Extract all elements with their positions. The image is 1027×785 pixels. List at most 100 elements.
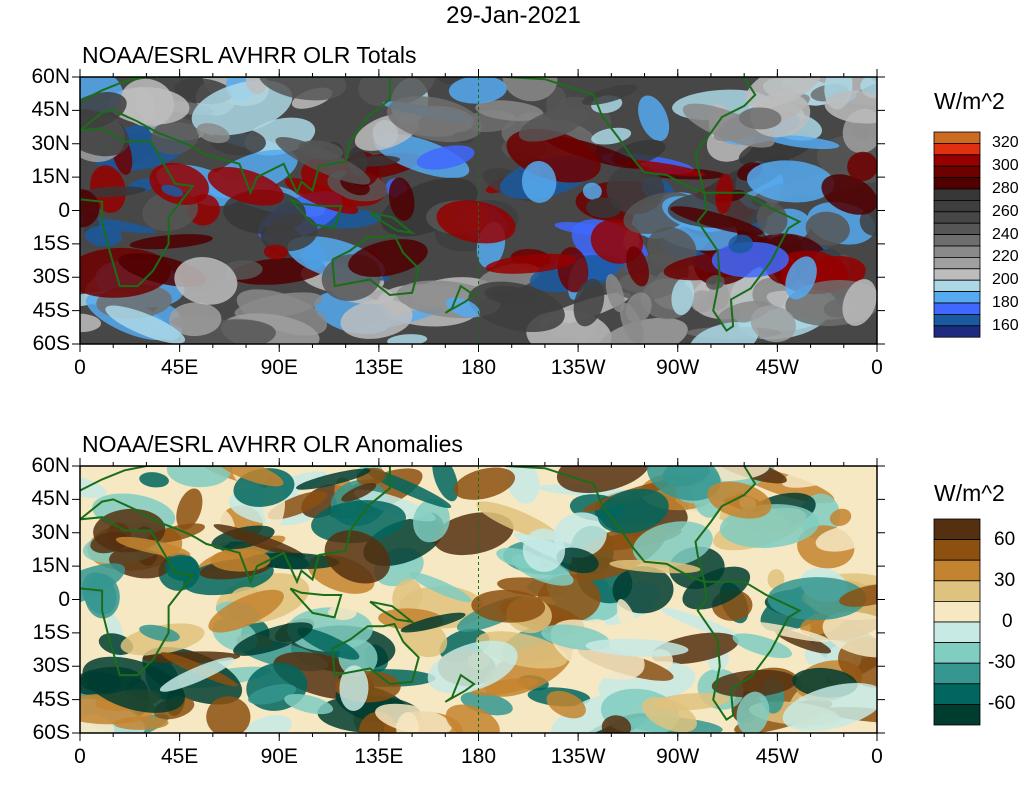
lon-label: 135W	[550, 745, 606, 768]
lon-label: 0	[74, 745, 86, 768]
colorbar-box	[933, 222, 981, 235]
lat-label: 45N	[31, 98, 70, 122]
coastline	[80, 466, 391, 585]
lat-label: 0	[58, 587, 70, 611]
colorbar-label: -30	[988, 652, 1016, 674]
lat-label: 45S	[32, 298, 70, 322]
coastline	[369, 600, 416, 624]
lat-label: 60S	[32, 721, 70, 744]
field-contours	[80, 77, 877, 344]
colorbar-box	[933, 188, 981, 201]
colorbar-box	[933, 245, 981, 258]
panel-title: NOAA/ESRL AVHRR OLR Anomalies	[82, 431, 463, 457]
colorbar-box	[933, 256, 981, 270]
lon-label: 135E	[354, 745, 404, 768]
coastline	[444, 673, 476, 703]
lon-label: 90E	[260, 356, 298, 379]
colorbar	[933, 131, 981, 338]
lat-label: 60N	[31, 454, 70, 477]
lat-label: 30S	[32, 654, 70, 678]
lon-label: 0	[74, 356, 86, 379]
coastline	[331, 622, 420, 686]
colorbar-box	[933, 177, 981, 190]
lat-label: 15N	[31, 554, 70, 578]
field-contours	[80, 466, 877, 733]
colorbar-box	[933, 580, 981, 602]
lon-label: 135W	[550, 356, 606, 379]
colorbar-label: 160	[992, 316, 1019, 334]
lat-label: 30N	[31, 520, 70, 544]
coastline	[505, 466, 757, 584]
colorbar-box	[933, 518, 981, 541]
colorbar-label: 180	[992, 294, 1019, 311]
lon-label: 90E	[260, 745, 298, 768]
figure-title: 29-Jan-2021	[446, 2, 581, 29]
colorbar-units: W/m^2	[934, 88, 1005, 114]
coastline	[331, 233, 420, 297]
lon-label: 0	[871, 356, 883, 379]
colorbar-box	[933, 131, 981, 144]
colorbar-box	[933, 559, 981, 582]
lat-label: 15N	[31, 165, 70, 189]
coastline	[289, 198, 343, 230]
lon-label: 45E	[160, 356, 199, 379]
lat-label: 0	[58, 198, 70, 222]
colorbar-label: 220	[992, 248, 1019, 266]
lon-label: 135E	[354, 356, 404, 379]
colorbar-box	[933, 154, 981, 167]
lon-label: 180	[460, 356, 497, 379]
lon-label: 90W	[656, 356, 700, 379]
coastline	[369, 211, 416, 235]
coastline	[696, 191, 802, 332]
colorbar-label: 260	[992, 202, 1019, 220]
coastline	[444, 284, 476, 314]
colorbar-box	[933, 302, 981, 315]
colorbar-box	[933, 325, 981, 338]
lat-label: 15S	[32, 231, 70, 255]
colorbar-box	[933, 683, 981, 705]
coastline	[80, 77, 391, 196]
colorbar-box	[933, 234, 981, 247]
lat-label: 45N	[31, 487, 70, 511]
lat-label: 45S	[32, 687, 70, 711]
lon-label: 45W	[755, 356, 799, 379]
colorbar-box	[933, 642, 981, 664]
colorbar-box	[933, 142, 981, 156]
lon-label: 0	[871, 745, 883, 768]
panel-title: NOAA/ESRL AVHRR OLR Totals	[82, 42, 417, 68]
colorbar-label: 320	[992, 134, 1019, 152]
colorbar	[933, 518, 981, 726]
colorbar-box	[933, 279, 981, 293]
colorbar-label: 30	[994, 569, 1016, 591]
lon-label: 180	[460, 745, 497, 768]
colorbar-box	[933, 313, 981, 327]
colorbar-box	[933, 539, 981, 561]
colorbar-box	[933, 291, 981, 304]
anomaly-map	[72, 458, 885, 741]
colorbar-label: 200	[992, 271, 1019, 289]
colorbar-box	[933, 199, 981, 213]
colorbar-box	[933, 704, 981, 726]
colorbar-box	[933, 601, 981, 623]
colorbar-label: 280	[992, 180, 1019, 197]
colorbar-units: W/m^2	[934, 480, 1005, 506]
lon-label: 45E	[160, 745, 199, 768]
colorbar-label: 240	[992, 225, 1019, 243]
colorbar-label: -60	[988, 693, 1016, 715]
colorbar-box	[933, 621, 981, 644]
colorbar-label: 0	[1002, 611, 1013, 632]
lon-label: 45W	[755, 745, 799, 768]
colorbar-box	[933, 165, 981, 178]
coastline	[696, 580, 802, 721]
coastline	[80, 127, 195, 288]
lat-label: 60S	[32, 332, 70, 355]
coastline	[80, 516, 195, 677]
lat-label: 30N	[31, 131, 70, 155]
colorbar-box	[933, 211, 981, 224]
colorbar-label: 300	[992, 157, 1019, 175]
colorbar-box	[933, 268, 981, 281]
lat-label: 60N	[31, 65, 70, 88]
coastline	[289, 587, 343, 619]
colorbar-label: 60	[994, 528, 1016, 550]
